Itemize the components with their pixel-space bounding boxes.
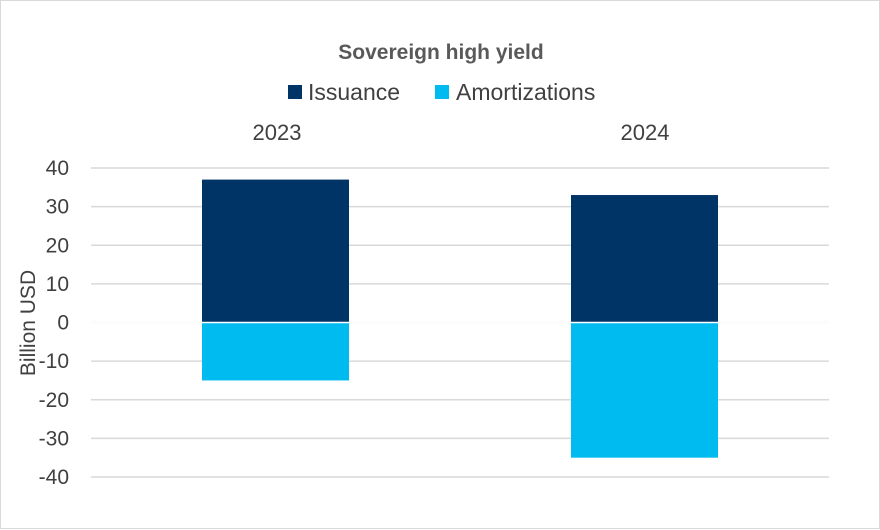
legend-swatch-issuance [288,85,302,99]
legend-swatch-amortizations [435,85,449,99]
category-label-2023: 2023 [253,120,302,145]
y-tick-label: -10 [39,350,69,373]
y-axis-ticks: 40 30 20 10 0 -10 -20 -30 -40 [39,157,69,489]
y-tick-label: 0 [57,312,69,335]
chart-title: Sovereign high yield [338,41,543,64]
y-tick-label: 30 [46,196,69,219]
bar-amortizations-2024 [571,322,718,458]
bar-issuance-2024 [571,195,718,323]
category-label-2024: 2024 [621,120,670,145]
legend-label-issuance: Issuance [308,79,400,105]
y-axis-title: Billion USD [17,270,40,376]
y-tick-label: -40 [39,466,69,489]
y-tick-label: 40 [46,157,69,180]
y-tick-label: 10 [46,273,69,296]
bar-amortizations-2023 [202,322,349,381]
legend-label-amortizations: Amortizations [456,79,595,105]
y-tick-label: -20 [39,389,69,412]
y-tick-label: -30 [39,427,69,450]
bar-issuance-2023 [202,179,349,323]
bars [202,179,718,458]
y-tick-label: 20 [46,234,69,257]
legend: Issuance Amortizations [288,79,595,105]
